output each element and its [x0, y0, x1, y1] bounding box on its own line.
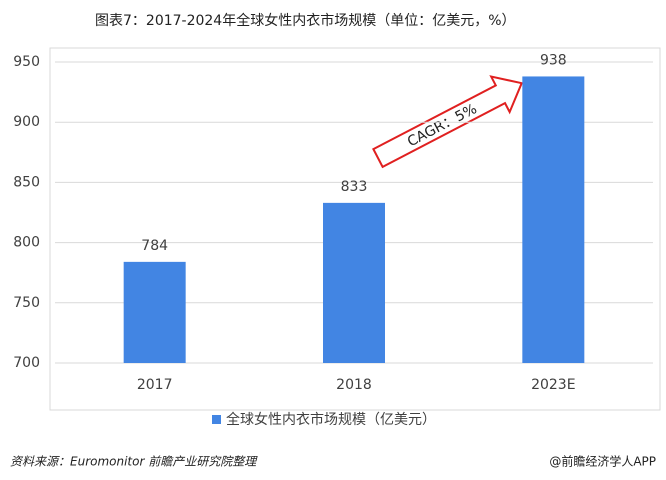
bar — [123, 261, 186, 363]
data-label: 938 — [540, 52, 567, 68]
legend-swatch — [212, 415, 221, 424]
data-label: 833 — [341, 179, 368, 195]
y-tick-label: 900 — [13, 114, 40, 130]
footer: @前瞻经济学人APP — [549, 454, 656, 469]
x-tick-label: 2018 — [336, 377, 372, 393]
x-tick-label: 2017 — [137, 377, 173, 393]
x-tick-label: 2023E — [531, 377, 575, 393]
data-label: 784 — [141, 238, 168, 254]
cagr-arrow: CAGR：5% — [372, 75, 524, 169]
bar — [323, 202, 385, 363]
y-tick-label: 800 — [13, 235, 40, 251]
chart-title: 图表7：2017-2024年全球女性内衣市场规模（单位：亿美元，%） — [95, 12, 516, 29]
annotation: CAGR：5% — [405, 101, 480, 150]
legend-label: 全球女性内衣市场规模（亿美元） — [226, 411, 436, 428]
y-tick-label: 850 — [13, 174, 40, 190]
plot-frame — [49, 47, 661, 411]
y-tick-label: 750 — [13, 295, 40, 311]
bar — [522, 76, 585, 363]
source: 资料来源：Euromonitor 前瞻产业研究院整理 — [10, 455, 258, 469]
y-tick-label: 700 — [13, 355, 40, 371]
y-tick-label: 950 — [13, 54, 40, 70]
